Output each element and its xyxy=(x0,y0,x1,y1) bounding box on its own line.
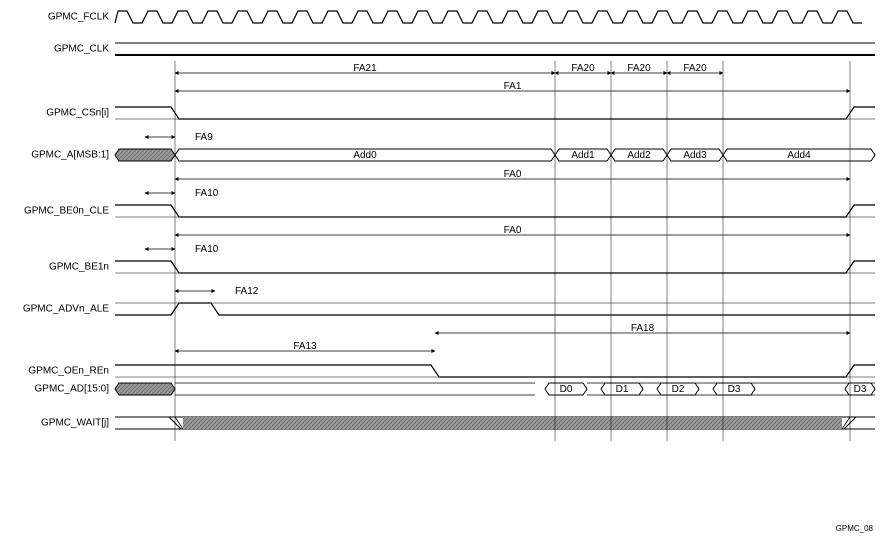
diagram-id: GPMC_08 xyxy=(836,524,873,533)
dimension-label: FA20 xyxy=(571,63,595,74)
advn-wave xyxy=(115,303,875,315)
be1n-wave xyxy=(115,261,875,273)
dimension-label: FA9 xyxy=(195,132,213,143)
bus-value: Add4 xyxy=(787,150,811,161)
label-ad: GPMC_AD[15:0] xyxy=(35,384,110,395)
label-be1n: GPMC_BE1n xyxy=(49,262,109,273)
label-csn: GPMC_CSn[i] xyxy=(46,108,109,119)
dimension-label: FA0 xyxy=(504,169,522,180)
bus-value: D0 xyxy=(560,384,573,395)
bus-value: Add1 xyxy=(571,150,595,161)
fclk-wave xyxy=(115,11,862,23)
dimension-label: FA12 xyxy=(235,286,259,297)
dimension-label: FA10 xyxy=(195,188,219,199)
bus-value: Add2 xyxy=(627,150,651,161)
bus-segment xyxy=(115,149,175,161)
be0n-wave xyxy=(115,205,875,217)
diagram-svg: GPMC_FCLK GPMC_CLK FA21 FA20 FA20 FA20 FA1 GPMC… xyxy=(5,5,878,535)
timing-diagram: GPMC_FCLK GPMC_CLK FA21 FA20 FA20 FA20 FA1 GPMC… xyxy=(5,5,878,535)
label-advn: GPMC_ADVn_ALE xyxy=(23,304,109,315)
dimension-label: FA1 xyxy=(504,81,522,92)
dimension-label: FA13 xyxy=(293,341,317,352)
label-clk: GPMC_CLK xyxy=(54,44,109,55)
bus-value: D1 xyxy=(616,384,629,395)
bus-value: D2 xyxy=(672,384,685,395)
label-fclk: GPMC_FCLK xyxy=(48,12,109,23)
dimension-label: FA0 xyxy=(504,225,522,236)
label-oen: GPMC_OEn_REn xyxy=(28,366,109,377)
label-be0n: GPMC_BE0n_CLE xyxy=(24,206,109,217)
bus-value: Add0 xyxy=(353,150,377,161)
dimension-label: FA20 xyxy=(683,63,707,74)
bus-value: D3 xyxy=(728,384,741,395)
dimension-label: FA20 xyxy=(627,63,651,74)
dimension-label: FA18 xyxy=(631,323,655,334)
dimension-label: FA21 xyxy=(353,63,377,74)
label-a: GPMC_A[MSB:1] xyxy=(31,150,109,161)
bus-value: Add3 xyxy=(683,150,707,161)
dimension-label: FA10 xyxy=(195,244,219,255)
bus-value: D3 xyxy=(854,384,867,395)
oen-wave xyxy=(115,365,875,377)
csn-wave xyxy=(115,107,875,119)
bus-segment xyxy=(115,383,175,395)
label-wait: GPMC_WAIT[j] xyxy=(41,418,109,429)
